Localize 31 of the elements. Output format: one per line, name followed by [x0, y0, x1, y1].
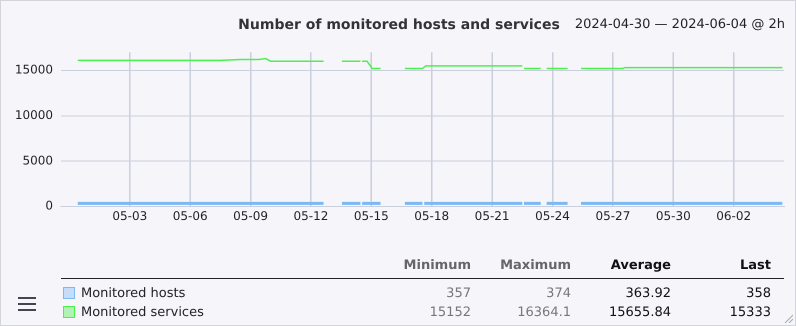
- text: 16364.1: [516, 305, 571, 320]
- x-tick-label: 06-02: [716, 208, 752, 223]
- x-tick-label: 05-06: [172, 208, 208, 223]
- text: 363.92: [624, 286, 671, 301]
- text: 15333: [728, 305, 771, 320]
- x-tick-label: 05-21: [474, 208, 510, 223]
- text: 358: [745, 286, 771, 301]
- x-tick-label: 05-12: [294, 208, 328, 223]
- text: Last: [738, 258, 771, 273]
- legend-label: Monitored hosts: [81, 286, 186, 301]
- text: Maximum: [499, 258, 571, 273]
- x-tick-label: 05-03: [112, 208, 148, 223]
- text: 15655.84: [608, 305, 671, 320]
- y-tick-label: 5000: [22, 153, 53, 168]
- text: 15152: [428, 305, 471, 320]
- chart-title: Number of monitored hosts and services: [238, 17, 560, 33]
- text: Minimum: [402, 258, 471, 273]
- x-tick-label: 05-27: [595, 208, 630, 223]
- chart-subtitle: 2024-04-30 — 2024-06-04 @ 2h: [574, 17, 785, 32]
- x-tick-label: 05-24: [535, 208, 570, 223]
- x-tick-label: 05-15: [354, 208, 389, 223]
- x-tick-label: 05-30: [656, 208, 691, 223]
- x-tick-label: 05-09: [233, 208, 268, 223]
- text: Average: [610, 258, 671, 273]
- text: 357: [445, 286, 471, 301]
- y-tick-label: 0: [45, 198, 53, 213]
- legend-label: Monitored services: [81, 305, 204, 320]
- y-tick-label: 15000: [14, 62, 53, 76]
- y-tick-label: 10000: [14, 108, 53, 122]
- x-tick-label: 05-18: [414, 208, 450, 223]
- text: 374: [545, 286, 571, 301]
